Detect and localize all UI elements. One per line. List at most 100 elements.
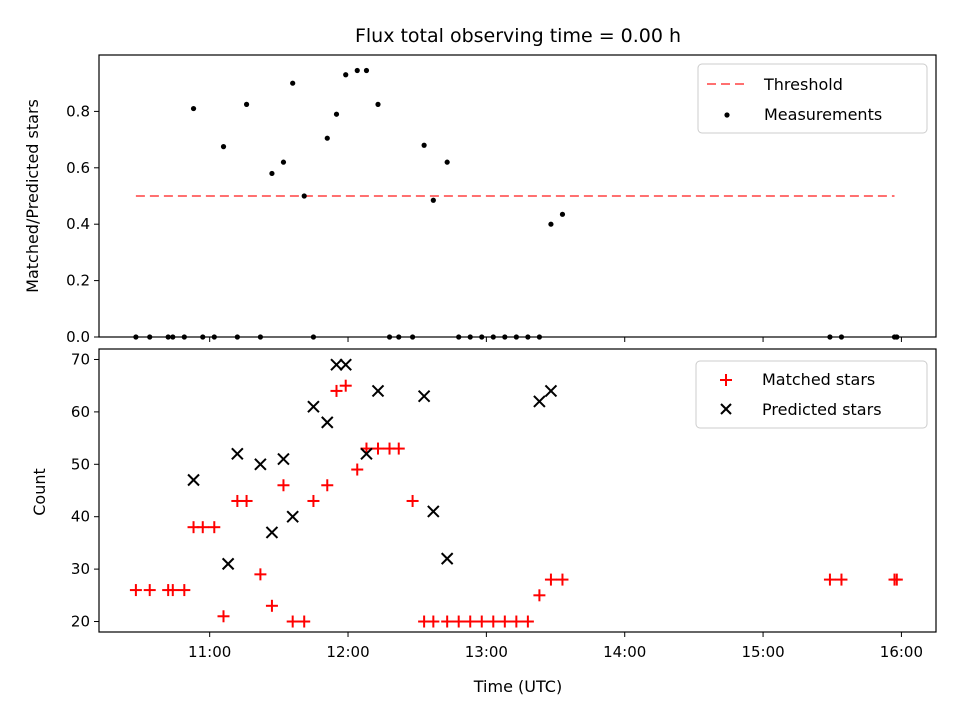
bottom-y-tick-label: 20 xyxy=(71,613,90,631)
matched-star-point xyxy=(178,584,191,597)
predicted-star-point xyxy=(307,400,320,413)
measurement-point xyxy=(559,211,566,217)
bottom-x-tick-label: 16:00 xyxy=(880,643,923,661)
measurement-point xyxy=(290,80,296,86)
bottom-x-ticks: 11:00 12:00 13:00 14:00 15:00 16:00 xyxy=(188,632,923,661)
matched-star-point xyxy=(521,615,534,628)
matched-star-point xyxy=(298,615,311,628)
predicted-star-point xyxy=(265,526,279,539)
matched-star-point xyxy=(351,463,364,476)
bottom-y-tick-label: 70 xyxy=(71,350,90,368)
bottom-y-ticks: 20 30 40 50 60 70 xyxy=(71,350,99,631)
top-y-tick-label: 0.4 xyxy=(66,215,90,233)
bottom-legend: Matched stars Predicted stars xyxy=(695,360,928,429)
predicted-star-point xyxy=(286,510,299,523)
top-legend-box xyxy=(697,63,928,134)
top-panel: Flux total observing time = 0.00 h Match… xyxy=(23,25,937,346)
matched-star-point xyxy=(372,442,384,455)
measurement-point xyxy=(375,101,381,107)
bottom-plot-frame xyxy=(98,348,937,633)
matched-star-point xyxy=(286,615,299,628)
predicted-star-point xyxy=(277,452,290,466)
legend-matched-swatch xyxy=(720,374,732,386)
matched-star-point xyxy=(533,589,546,602)
predicted-star-point xyxy=(544,384,558,398)
matched-star-point xyxy=(452,615,465,628)
predicted-star-point xyxy=(321,416,334,429)
matched-star-point xyxy=(427,615,440,628)
measurement-point xyxy=(220,144,227,150)
legend-predicted-label: Predicted stars xyxy=(762,400,882,419)
matched-star-point xyxy=(277,479,290,492)
bottom-y-tick-label: 50 xyxy=(71,455,90,473)
bottom-x-axis-label: Time (UTC) xyxy=(473,677,562,696)
matched-star-point xyxy=(475,615,488,628)
measurement-point xyxy=(343,72,349,78)
bottom-x-tick-label: 11:00 xyxy=(188,643,231,661)
matched-star-point xyxy=(498,615,511,628)
predicted-star-point xyxy=(360,447,373,461)
matched-star-point xyxy=(406,494,419,507)
bottom-y-tick-label: 30 xyxy=(71,560,90,578)
legend-matched-label: Matched stars xyxy=(762,370,875,389)
measurement-point xyxy=(430,197,436,203)
top-y-tick-label: 0.8 xyxy=(66,102,90,120)
bottom-y-tick-label: 60 xyxy=(71,403,90,421)
matched-star-point xyxy=(835,573,848,586)
matched-star-point xyxy=(890,573,903,586)
legend-measurements-label: Measurements xyxy=(764,105,882,124)
measurement-point xyxy=(269,170,275,177)
measurement-point xyxy=(363,67,370,74)
top-y-axis-label: Matched/Predicted stars xyxy=(23,99,42,293)
predicted-star-point xyxy=(254,458,267,471)
matched-star-point xyxy=(556,573,569,586)
matched-star-point xyxy=(240,494,253,507)
top-y-tick-label: 0.2 xyxy=(66,272,90,290)
matched-star-point xyxy=(510,615,523,628)
matched-star-point xyxy=(464,615,477,628)
matched-star-point xyxy=(330,384,343,397)
measurement-point xyxy=(421,142,427,148)
predicted-star-point xyxy=(440,552,454,565)
matched-star-point xyxy=(321,479,334,492)
matched-star-point xyxy=(265,599,278,612)
top-x-ticks xyxy=(209,337,902,342)
measurement-point xyxy=(324,135,330,141)
measurement-point xyxy=(354,67,360,74)
bottom-y-axis-label: Count xyxy=(30,468,49,516)
predicted-star-point xyxy=(427,505,440,518)
legend-threshold-label: Threshold xyxy=(763,75,843,94)
predicted-star-point xyxy=(187,473,200,487)
measurement-point xyxy=(190,105,197,112)
predicted-star-point xyxy=(339,358,352,371)
measurement-point xyxy=(301,193,307,199)
bottom-panel: Count Time (UTC) 20 30 40 50 60 70 11:00 12:00… xyxy=(30,348,937,696)
matched-star-point xyxy=(441,615,454,628)
matched-star-point xyxy=(544,573,557,586)
bottom-x-tick-label: 14:00 xyxy=(603,643,646,661)
matched-star-point xyxy=(217,610,230,623)
matched-star-point xyxy=(196,521,209,534)
count-points xyxy=(129,358,903,628)
top-y-ticks: 0.0 0.2 0.4 0.6 0.8 xyxy=(66,102,99,346)
predicted-star-point xyxy=(231,447,244,461)
top-y-tick-label: 0.6 xyxy=(66,159,90,177)
legend-measurements-swatch xyxy=(724,112,730,118)
predicted-star-point xyxy=(417,389,431,403)
bottom-x-tick-label: 15:00 xyxy=(741,643,784,661)
predicted-star-point xyxy=(533,395,546,408)
matched-star-point xyxy=(823,573,836,586)
measurement-point xyxy=(548,221,554,227)
matched-star-point xyxy=(129,584,142,597)
matched-star-point xyxy=(392,442,405,455)
measurement-point xyxy=(444,159,450,165)
predicted-star-point xyxy=(330,358,343,371)
bottom-x-tick-label: 12:00 xyxy=(326,643,369,661)
top-legend: Threshold Measurements xyxy=(697,63,928,134)
predicted-star-point xyxy=(221,557,235,571)
top-plot-frame xyxy=(98,54,937,338)
predicted-star-point xyxy=(371,384,385,398)
measurement-point xyxy=(333,111,340,117)
measurement-point xyxy=(243,101,250,107)
